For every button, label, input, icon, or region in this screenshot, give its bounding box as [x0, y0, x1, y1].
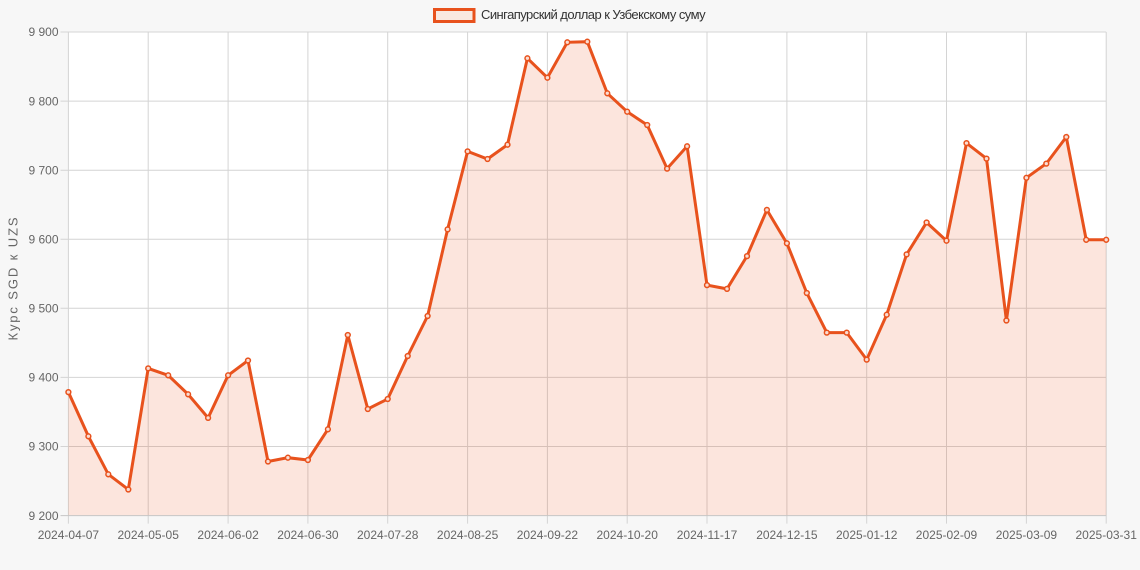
- svg-text:9 300: 9 300: [28, 440, 58, 454]
- svg-text:2024-12-15: 2024-12-15: [756, 528, 818, 542]
- svg-text:9 400: 9 400: [28, 371, 58, 385]
- svg-text:2025-02-09: 2025-02-09: [916, 528, 978, 542]
- svg-text:2024-06-02: 2024-06-02: [197, 528, 259, 542]
- svg-text:2024-10-20: 2024-10-20: [597, 528, 659, 542]
- svg-text:9 600: 9 600: [28, 233, 58, 247]
- svg-text:9 900: 9 900: [28, 25, 58, 39]
- svg-text:2024-09-22: 2024-09-22: [517, 528, 579, 542]
- svg-text:2024-04-07: 2024-04-07: [38, 528, 100, 542]
- svg-text:9 800: 9 800: [28, 94, 58, 108]
- svg-text:9 700: 9 700: [28, 163, 58, 177]
- svg-text:2024-11-17: 2024-11-17: [677, 528, 738, 542]
- svg-text:9 200: 9 200: [28, 509, 58, 523]
- svg-text:2024-08-25: 2024-08-25: [437, 528, 499, 542]
- svg-text:2024-05-05: 2024-05-05: [118, 528, 180, 542]
- svg-text:2024-07-28: 2024-07-28: [357, 528, 419, 542]
- svg-text:2024-06-30: 2024-06-30: [277, 528, 339, 542]
- svg-text:2025-01-12: 2025-01-12: [836, 528, 898, 542]
- svg-text:2025-03-09: 2025-03-09: [996, 528, 1058, 542]
- svg-text:9 500: 9 500: [28, 302, 58, 316]
- svg-text:2025-03-31: 2025-03-31: [1076, 528, 1138, 542]
- svg-text:Сингапурский доллар к Узбекско: Сингапурский доллар к Узбекскому суму: [481, 7, 706, 22]
- svg-text:Курс SGD к UZS: Курс SGD к UZS: [6, 216, 21, 341]
